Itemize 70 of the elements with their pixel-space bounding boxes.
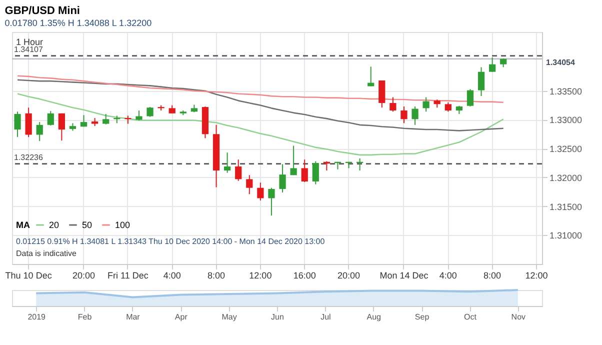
x-tick-label: May (222, 312, 237, 322)
x-tick-label: Feb (78, 312, 92, 322)
x-tick-label: Aug (366, 312, 381, 322)
candlestick (412, 106, 418, 126)
y-tick-label: 1.31500 (550, 202, 582, 212)
y-tick-label: 1.32500 (550, 144, 582, 154)
x-tick-label: 16:00 (293, 270, 316, 280)
candlestick (235, 159, 242, 182)
candlestick (444, 102, 452, 112)
x-tick-label: Oct (464, 312, 478, 322)
candlestick (224, 152, 231, 174)
ref-line-label: 1.34054 (546, 58, 576, 67)
candlestick (268, 187, 275, 216)
x-tick-label: 20:00 (338, 270, 360, 280)
candlestick (489, 56, 496, 72)
annotation: 0.01215 0.91% H 1.34081 L 1.31343 Thu 10 Dec 2020 14:00 - Mon 14 Dec 2020 13:00 (16, 237, 326, 246)
candlestick (279, 164, 286, 193)
x-tick-label: Jul (320, 312, 332, 322)
candlestick (146, 106, 154, 118)
x-tick-label: Mar (126, 312, 140, 322)
y-tick-label: 1.33000 (550, 115, 582, 126)
x-tick-label: Apr (174, 312, 188, 322)
candlestick (301, 159, 308, 183)
candlestick (257, 182, 264, 202)
annotation: 1 Hour (16, 37, 44, 47)
legend-label: 100 (115, 220, 130, 230)
x-tick-label: Fri 11 Dec (108, 270, 149, 280)
y-tick-label: 1.31000 (550, 230, 582, 241)
x-tick-label: Sep (414, 312, 430, 322)
candlestick (400, 106, 408, 124)
x-tick-label: Thu 10 Dec (5, 270, 52, 280)
candlestick (58, 112, 65, 141)
candlestick (478, 66, 485, 97)
x-tick-label: 4:00 (439, 270, 457, 280)
ref-line-label: 1.32236 (14, 152, 44, 162)
ref-line-label: 1.34107 (14, 44, 44, 54)
candlestick (466, 88, 474, 107)
candlestick (378, 80, 386, 108)
line-series (16, 93, 504, 156)
annotation: Data is indicative (16, 249, 78, 258)
x-tick-label: 12:00 (249, 270, 272, 280)
x-tick-label: 12:00 (525, 270, 548, 280)
x-tick-label: Mon 14 Dec (380, 270, 429, 280)
x-tick-label: Jun (271, 312, 284, 322)
candlestick (14, 111, 21, 138)
chart-title: GBP/USD Mini (4, 5, 80, 17)
line-series (16, 79, 504, 132)
candlestick (390, 96, 396, 112)
candlestick (290, 145, 297, 176)
candlestick (25, 107, 32, 138)
candlestick (124, 115, 132, 124)
x-tick-label: 8:00 (484, 270, 502, 280)
candlestick (36, 122, 43, 142)
x-tick-label: 2019 (28, 312, 46, 322)
x-tick-label: 8:00 (208, 270, 226, 280)
legend-title: MA (16, 220, 30, 230)
candlestick (136, 110, 142, 121)
x-tick-label: Nov (511, 312, 526, 322)
candlestick (246, 174, 253, 195)
x-tick-label: 20:00 (72, 270, 96, 280)
legend-label: 50 (82, 220, 92, 230)
y-tick-label: 1.33500 (550, 86, 582, 96)
legend-label: 20 (49, 220, 60, 230)
candlestick (47, 110, 54, 126)
chart-subtitle: 0.01780 1.35% H 1.34088 L 1.32200 (4, 18, 152, 28)
y-tick-label: 1.32000 (550, 172, 582, 183)
candlestick (422, 96, 430, 112)
candlestick (312, 160, 319, 185)
candlestick (102, 113, 110, 125)
x-tick-label: 4:00 (163, 270, 181, 280)
